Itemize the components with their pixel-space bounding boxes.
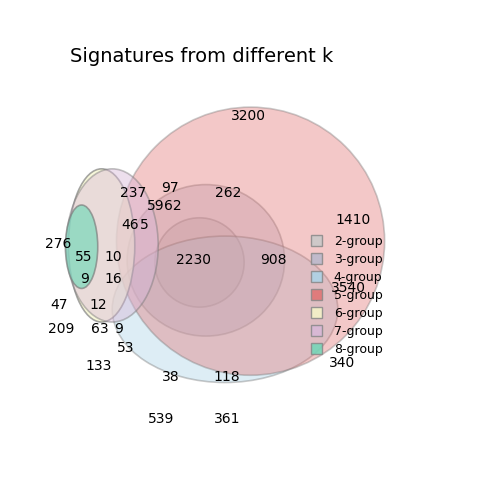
Ellipse shape (116, 107, 385, 375)
Text: 55: 55 (75, 250, 92, 264)
Text: 908: 908 (260, 254, 286, 267)
Text: 276: 276 (44, 237, 71, 251)
Text: 9: 9 (114, 322, 123, 336)
Ellipse shape (66, 169, 158, 322)
Ellipse shape (69, 169, 135, 322)
Text: 340: 340 (329, 356, 355, 370)
Legend: 2-group, 3-group, 4-group, 5-group, 6-group, 7-group, 8-group: 2-group, 3-group, 4-group, 5-group, 6-gr… (307, 231, 386, 359)
Text: 16: 16 (104, 273, 122, 286)
Text: 118: 118 (214, 370, 240, 385)
Ellipse shape (112, 236, 338, 383)
Text: 47: 47 (50, 298, 68, 312)
Text: 46: 46 (121, 218, 139, 232)
Ellipse shape (155, 218, 244, 307)
Text: 97: 97 (161, 181, 178, 195)
Ellipse shape (66, 205, 98, 288)
Text: 59: 59 (147, 199, 164, 213)
Text: 53: 53 (117, 341, 135, 355)
Text: 3540: 3540 (331, 281, 366, 295)
Text: 3200: 3200 (231, 109, 266, 122)
Text: 12: 12 (90, 298, 107, 312)
Text: 133: 133 (85, 359, 112, 373)
Text: 9: 9 (80, 273, 89, 286)
Text: 361: 361 (214, 412, 240, 426)
Text: 2230: 2230 (176, 254, 212, 267)
Text: 1410: 1410 (335, 213, 370, 227)
Text: 262: 262 (215, 186, 241, 200)
Text: 38: 38 (162, 370, 180, 385)
Title: Signatures from different k: Signatures from different k (70, 47, 333, 66)
Text: 63: 63 (91, 322, 108, 336)
Text: 62: 62 (164, 199, 181, 213)
Text: 539: 539 (148, 412, 174, 426)
Text: 237: 237 (120, 186, 147, 200)
Ellipse shape (127, 184, 285, 336)
Text: 10: 10 (104, 250, 122, 264)
Text: 209: 209 (48, 322, 74, 336)
Text: 5: 5 (140, 218, 149, 232)
